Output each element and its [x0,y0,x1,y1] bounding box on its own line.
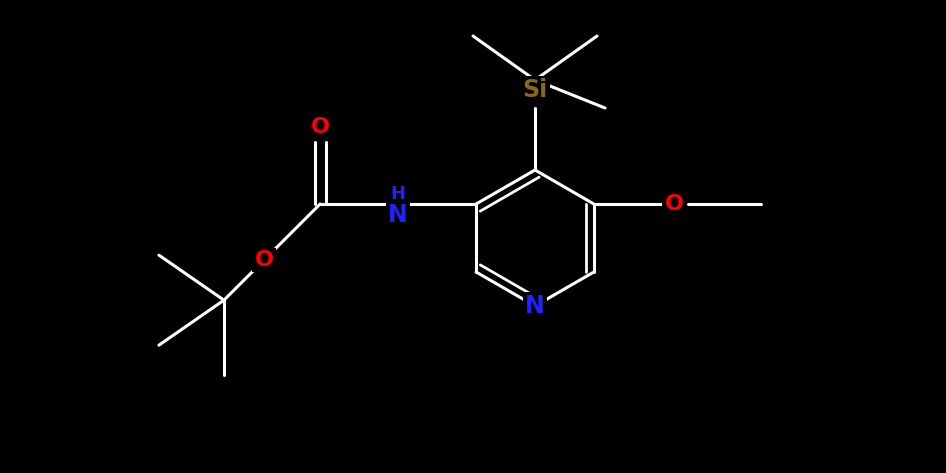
Text: O: O [310,117,329,137]
Text: H: H [391,185,406,203]
Text: N: N [388,203,408,227]
Text: O: O [254,250,273,270]
Text: O: O [664,194,683,214]
Text: Si: Si [522,78,548,102]
Text: N: N [525,294,545,318]
